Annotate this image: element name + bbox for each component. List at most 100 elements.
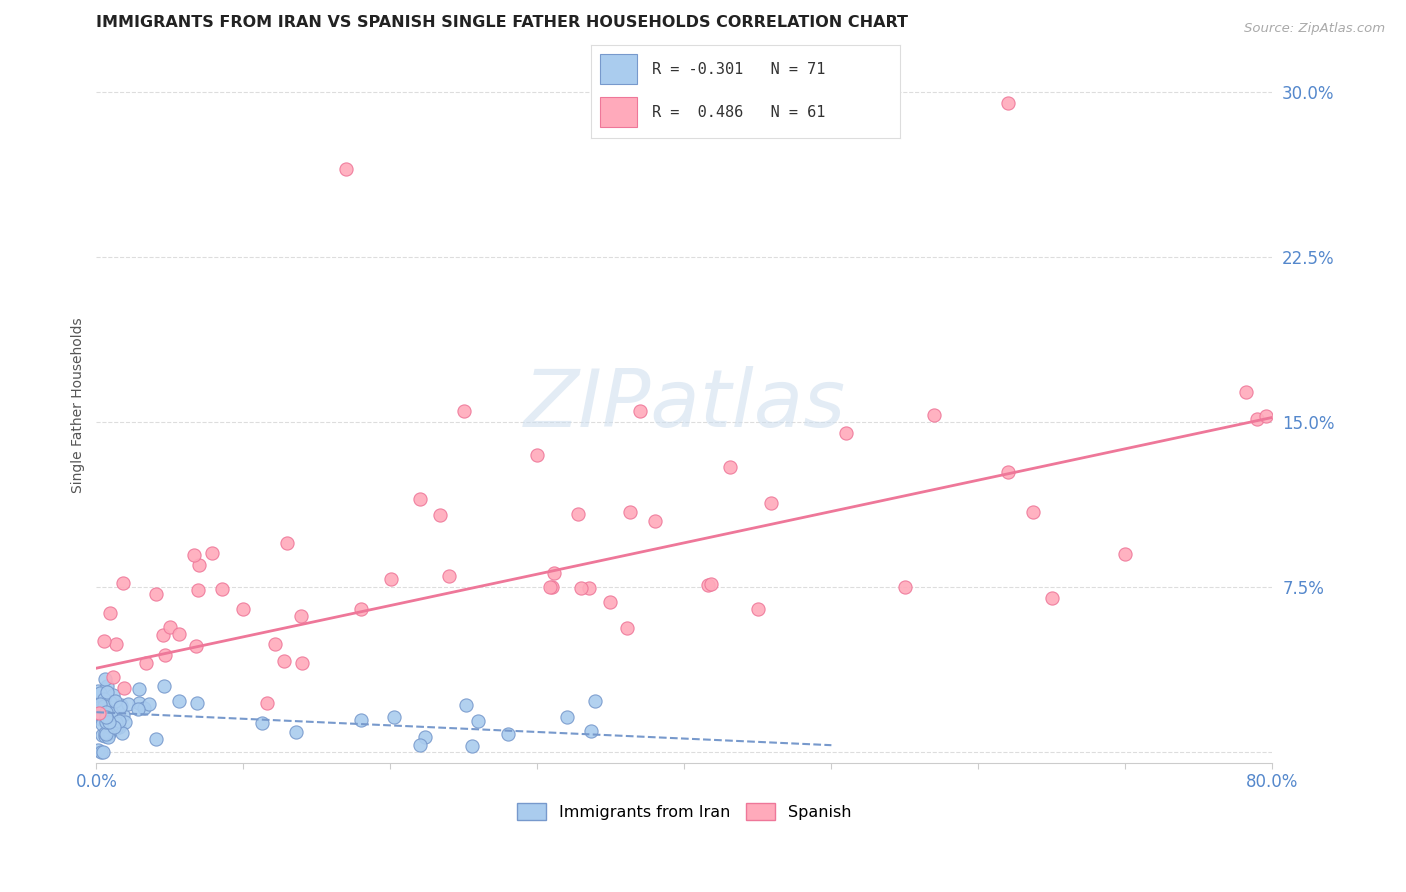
- Point: [100, 705, 122, 719]
- Point: [108, 720, 131, 734]
- Point: [108, 699, 131, 714]
- Point: [97, 714, 120, 729]
- Point: [90, 745, 112, 759]
- Point: [93, 633, 115, 648]
- Point: [91, 693, 114, 707]
- Point: [87, 700, 110, 714]
- Point: [96, 712, 118, 726]
- Point: [1040, 591, 1063, 605]
- Point: [997, 465, 1019, 479]
- Point: [350, 713, 373, 727]
- Point: [91, 745, 114, 759]
- Point: [567, 508, 589, 522]
- Point: [759, 496, 782, 510]
- Text: R = -0.301   N = 71: R = -0.301 N = 71: [652, 62, 825, 78]
- Point: [335, 161, 357, 176]
- Point: [835, 425, 858, 440]
- Point: [107, 714, 129, 729]
- Point: [87, 743, 110, 757]
- Point: [145, 731, 167, 746]
- Text: IMMIGRANTS FROM IRAN VS SPANISH SINGLE FATHER HOUSEHOLDS CORRELATION CHART: IMMIGRANTS FROM IRAN VS SPANISH SINGLE F…: [97, 15, 908, 30]
- Point: [700, 577, 723, 591]
- Point: [256, 696, 278, 710]
- Point: [1114, 547, 1136, 561]
- Point: [583, 694, 606, 708]
- Point: [461, 739, 484, 754]
- Point: [127, 702, 149, 716]
- Point: [94, 705, 117, 719]
- Point: [467, 714, 489, 728]
- Point: [409, 739, 432, 753]
- Point: [264, 637, 287, 651]
- Point: [117, 697, 139, 711]
- Point: [90, 712, 112, 726]
- Text: Source: ZipAtlas.com: Source: ZipAtlas.com: [1244, 22, 1385, 36]
- Point: [105, 637, 128, 651]
- Point: [380, 572, 402, 586]
- Point: [98, 719, 121, 733]
- Point: [94, 729, 117, 743]
- Point: [94, 710, 117, 724]
- Point: [96, 679, 118, 693]
- Point: [252, 715, 274, 730]
- Point: [569, 581, 592, 595]
- Point: [644, 514, 666, 528]
- Point: [538, 580, 561, 594]
- Point: [628, 404, 651, 418]
- Bar: [600, 54, 637, 84]
- Point: [96, 713, 118, 727]
- Point: [97, 730, 120, 744]
- Point: [98, 710, 121, 724]
- Point: [104, 694, 127, 708]
- Point: [89, 697, 111, 711]
- Point: [169, 694, 191, 708]
- Point: [145, 586, 167, 600]
- Point: [543, 566, 565, 580]
- Point: [94, 727, 117, 741]
- Point: [619, 505, 641, 519]
- Point: [382, 710, 405, 724]
- Point: [273, 654, 295, 668]
- Point: [186, 640, 208, 654]
- Point: [87, 706, 110, 720]
- Point: [211, 582, 233, 596]
- Point: [90, 728, 112, 742]
- Point: [96, 702, 118, 716]
- Point: [91, 717, 114, 731]
- Point: [496, 727, 519, 741]
- Point: [284, 725, 307, 739]
- Point: [114, 715, 136, 730]
- Point: [456, 698, 478, 712]
- Point: [579, 723, 602, 738]
- Point: [187, 583, 209, 598]
- Point: [578, 581, 600, 595]
- Point: [138, 697, 160, 711]
- Point: [555, 710, 578, 724]
- Point: [429, 508, 451, 523]
- Point: [350, 602, 373, 616]
- Point: [1234, 385, 1257, 400]
- Text: R =  0.486   N = 61: R = 0.486 N = 61: [652, 104, 825, 120]
- Point: [87, 707, 110, 722]
- Point: [232, 602, 254, 616]
- Point: [111, 726, 134, 740]
- Point: [201, 546, 224, 560]
- Point: [291, 656, 314, 670]
- Point: [616, 621, 638, 635]
- Point: [93, 726, 115, 740]
- Point: [152, 628, 174, 642]
- Point: [276, 536, 298, 550]
- Point: [98, 606, 121, 620]
- Point: [96, 685, 118, 699]
- Point: [89, 686, 111, 700]
- Point: [1254, 409, 1277, 423]
- Point: [93, 691, 115, 706]
- Point: [1246, 411, 1268, 425]
- Point: [188, 558, 211, 572]
- Point: [526, 448, 548, 462]
- Point: [103, 720, 125, 734]
- Point: [105, 721, 128, 735]
- Point: [159, 620, 181, 634]
- Point: [541, 580, 564, 594]
- Point: [112, 708, 135, 723]
